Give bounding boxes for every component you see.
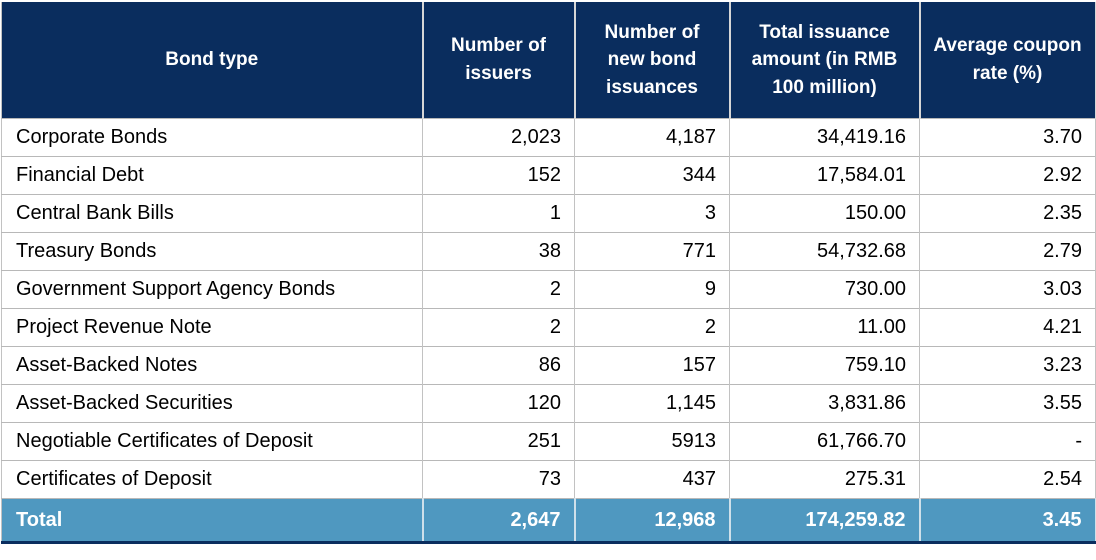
cell-total-issuance-amount: 11.00: [729, 308, 920, 347]
table-row: Negotiable Certificates of Deposit 251 591…: [1, 422, 1096, 461]
cell-new-bond-issuances: 1,145: [574, 384, 730, 423]
header-row: Bond type Number of issuers Number of ne…: [1, 2, 1096, 119]
cell-new-bond-issuances: 4,187: [574, 118, 730, 157]
table-header: Bond type Number of issuers Number of ne…: [1, 2, 1096, 119]
cell-bond-type: Asset-Backed Securities: [1, 384, 423, 423]
cell-number-of-issuers: 2: [422, 270, 575, 309]
bond-table: Bond type Number of issuers Number of ne…: [1, 2, 1096, 544]
cell-average-coupon-rate: 2.35: [919, 194, 1096, 233]
col-header-bond-type: Bond type: [1, 2, 424, 119]
cell-bond-type: Treasury Bonds: [1, 232, 423, 271]
cell-number-of-issuers: 86: [422, 346, 575, 385]
cell-total-issuance-amount: 17,584.01: [729, 156, 920, 195]
total-row: Total 2,647 12,968 174,259.82 3.45: [1, 498, 1096, 543]
cell-bond-type: Project Revenue Note: [1, 308, 423, 347]
cell-average-coupon-rate: 2.92: [919, 156, 1096, 195]
table-body: Corporate Bonds 2,023 4,187 34,419.16 3.70 Fi…: [1, 118, 1096, 499]
table-row: Treasury Bonds 38 771 54,732.68 2.79: [1, 232, 1096, 271]
cell-new-bond-issuances: 2: [574, 308, 730, 347]
total-new-issuances: 12,968: [574, 498, 731, 543]
cell-bond-type: Asset-Backed Notes: [1, 346, 423, 385]
cell-number-of-issuers: 2,023: [422, 118, 575, 157]
cell-new-bond-issuances: 3: [574, 194, 730, 233]
cell-total-issuance-amount: 54,732.68: [729, 232, 920, 271]
cell-average-coupon-rate: 3.23: [919, 346, 1096, 385]
cell-new-bond-issuances: 157: [574, 346, 730, 385]
cell-bond-type: Central Bank Bills: [1, 194, 423, 233]
total-issuance-amount: 174,259.82: [729, 498, 921, 543]
table-row: Asset-Backed Notes 86 157 759.10 3.23: [1, 346, 1096, 385]
col-header-total-issuance-amount: Total issuance amount (in RMB 100 millio…: [729, 2, 921, 119]
cell-number-of-issuers: 38: [422, 232, 575, 271]
cell-average-coupon-rate: 3.70: [919, 118, 1096, 157]
total-issuers: 2,647: [422, 498, 576, 543]
table-row: Asset-Backed Securities 120 1,145 3,831.86 3…: [1, 384, 1096, 423]
cell-bond-type: Corporate Bonds: [1, 118, 423, 157]
cell-total-issuance-amount: 3,831.86: [729, 384, 920, 423]
cell-average-coupon-rate: 3.55: [919, 384, 1096, 423]
total-label: Total: [1, 498, 424, 543]
cell-bond-type: Negotiable Certificates of Deposit: [1, 422, 423, 461]
cell-new-bond-issuances: 771: [574, 232, 730, 271]
cell-number-of-issuers: 73: [422, 460, 575, 499]
cell-average-coupon-rate: 4.21: [919, 308, 1096, 347]
cell-bond-type: Financial Debt: [1, 156, 423, 195]
cell-new-bond-issuances: 344: [574, 156, 730, 195]
table-row: Financial Debt 152 344 17,584.01 2.92: [1, 156, 1096, 195]
cell-total-issuance-amount: 759.10: [729, 346, 920, 385]
cell-average-coupon-rate: 2.79: [919, 232, 1096, 271]
table-row: Corporate Bonds 2,023 4,187 34,419.16 3.70: [1, 118, 1096, 157]
cell-number-of-issuers: 2: [422, 308, 575, 347]
cell-total-issuance-amount: 730.00: [729, 270, 920, 309]
cell-average-coupon-rate: 3.03: [919, 270, 1096, 309]
table-row: Certificates of Deposit 73 437 275.31 2.54: [1, 460, 1096, 499]
cell-average-coupon-rate: -: [919, 422, 1096, 461]
table-row: Project Revenue Note 2 2 11.00 4.21: [1, 308, 1096, 347]
col-header-average-coupon-rate: Average coupon rate (%): [919, 2, 1096, 119]
cell-average-coupon-rate: 2.54: [919, 460, 1096, 499]
cell-number-of-issuers: 120: [422, 384, 575, 423]
cell-bond-type: Certificates of Deposit: [1, 460, 423, 499]
cell-number-of-issuers: 152: [422, 156, 575, 195]
total-average-coupon-rate: 3.45: [919, 498, 1096, 543]
cell-total-issuance-amount: 34,419.16: [729, 118, 920, 157]
table-row: Central Bank Bills 1 3 150.00 2.35: [1, 194, 1096, 233]
col-header-new-bond-issuances: Number of new bond issuances: [574, 2, 731, 119]
table-footer: Total 2,647 12,968 174,259.82 3.45: [1, 498, 1096, 543]
cell-number-of-issuers: 1: [422, 194, 575, 233]
cell-total-issuance-amount: 61,766.70: [729, 422, 920, 461]
cell-total-issuance-amount: 150.00: [729, 194, 920, 233]
col-header-number-of-issuers: Number of issuers: [422, 2, 576, 119]
table-row: Government Support Agency Bonds 2 9 730.00 3…: [1, 270, 1096, 309]
cell-new-bond-issuances: 437: [574, 460, 730, 499]
cell-number-of-issuers: 251: [422, 422, 575, 461]
cell-bond-type: Government Support Agency Bonds: [1, 270, 423, 309]
cell-new-bond-issuances: 5913: [574, 422, 730, 461]
cell-total-issuance-amount: 275.31: [729, 460, 920, 499]
cell-new-bond-issuances: 9: [574, 270, 730, 309]
